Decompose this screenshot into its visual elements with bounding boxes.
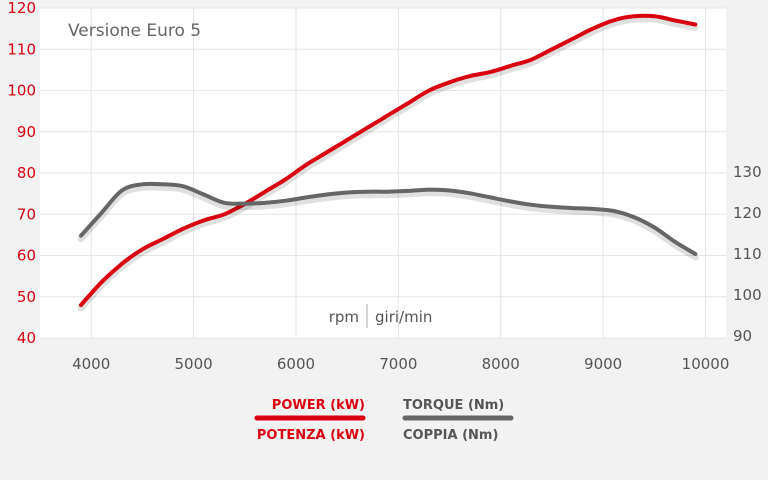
legend-coppia-label: COPPIA (Nm)	[403, 428, 498, 443]
grid	[40, 7, 726, 339]
legend-power-label: POWER (kW)	[272, 398, 365, 413]
x-tick-label: 7000	[379, 355, 417, 373]
y-right-tick-label: 120	[733, 204, 762, 222]
y-left-tick-label: 70	[17, 205, 36, 223]
legend-torque-label: TORQUE (Nm)	[403, 398, 504, 413]
x-tick-label: 5000	[174, 355, 212, 373]
tick-labels: 40 50 60 70 80 90 100 110 120 90 100 110 120 130 4000 5…	[7, 0, 761, 373]
y-right-tick-label: 130	[733, 163, 762, 181]
x-tick-label: 8000	[482, 355, 520, 373]
y-left-tick-label: 110	[7, 40, 36, 58]
y-right-tick-label: 100	[733, 286, 762, 304]
x-tick-label: 6000	[277, 355, 315, 373]
y-right-tick-label: 90	[733, 327, 752, 345]
legend-potenza-label: POTENZA (kW)	[257, 428, 365, 443]
y-left-tick-label: 120	[7, 0, 36, 17]
y-left-tick-label: 100	[7, 82, 36, 100]
y-left-tick-label: 50	[17, 288, 36, 306]
y-right-tick-label: 110	[733, 245, 762, 263]
y-left-tick-label: 80	[17, 164, 36, 182]
torque-line	[79, 181, 698, 256]
x-tick-label: 9000	[584, 355, 622, 373]
x-axis-unit-giri: giri/min	[375, 308, 432, 326]
chart-title: Versione Euro 5	[68, 21, 201, 41]
legend: POWER (kW) POTENZA (kW) TORQUE (Nm) COPP…	[254, 398, 514, 443]
x-tick-label: 4000	[72, 355, 110, 373]
power-line	[79, 13, 698, 307]
y-left-tick-label: 40	[17, 329, 36, 347]
torque-line-shadow	[77, 183, 699, 261]
series-lines	[77, 13, 699, 312]
x-axis-unit-rpm: rpm	[329, 308, 359, 326]
y-left-tick-label: 60	[17, 247, 36, 265]
power-line-shadow	[77, 15, 699, 312]
y-left-tick-label: 90	[17, 123, 36, 141]
x-tick-label: 10000	[682, 355, 730, 373]
